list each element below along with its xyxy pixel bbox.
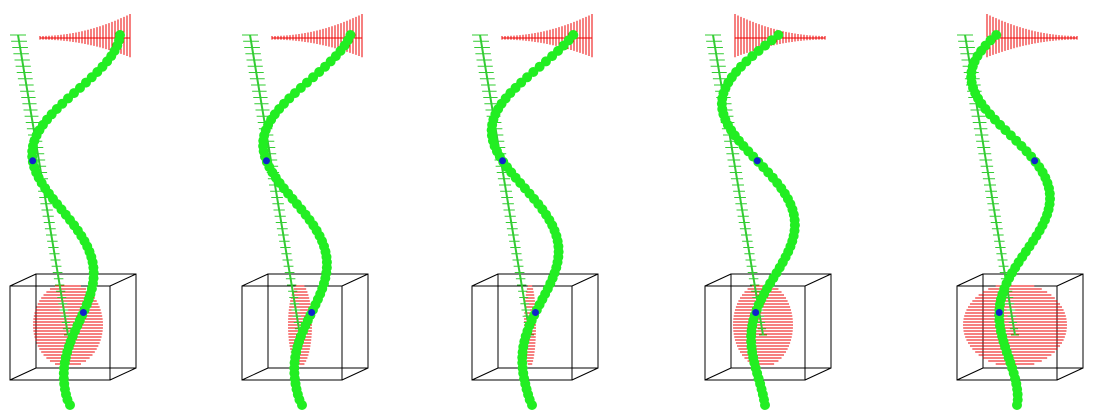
panel [957, 14, 1083, 410]
helix-bead [527, 400, 537, 410]
cube-edge [342, 368, 368, 380]
cube-edge [1057, 368, 1083, 380]
cube-edge [957, 274, 983, 286]
cube-edge [10, 274, 36, 286]
cube-edge [705, 368, 731, 380]
cube-back [731, 274, 831, 368]
cube-edge [472, 368, 498, 380]
cube-edge [1057, 274, 1083, 286]
panel [705, 14, 831, 410]
blue-marker [308, 309, 315, 316]
panel [10, 14, 136, 410]
blue-marker [752, 309, 759, 316]
blue-marker [532, 309, 539, 316]
cube-back [36, 274, 136, 368]
blue-marker [80, 309, 87, 316]
cube-edge [110, 274, 136, 286]
blue-marker [1031, 157, 1038, 164]
helix-bead [297, 400, 307, 410]
cube-edge [242, 274, 268, 286]
blue-marker [29, 157, 36, 164]
visualization [0, 0, 1099, 418]
blue-marker [499, 157, 506, 164]
helix-bead [760, 400, 770, 410]
cube-edge [342, 274, 368, 286]
blue-marker [996, 309, 1003, 316]
panel [242, 14, 368, 410]
blue-marker [754, 157, 761, 164]
cube-edge [957, 368, 983, 380]
cube-edge [242, 368, 268, 380]
cube-edge [472, 274, 498, 286]
cube-edge [10, 368, 36, 380]
blue-marker [263, 157, 270, 164]
cube-edge [572, 368, 598, 380]
helix-bead [65, 400, 75, 410]
helix-bead [1012, 400, 1022, 410]
cube-edge [805, 274, 831, 286]
panel [472, 14, 598, 410]
cube-edge [572, 274, 598, 286]
cube-edge [705, 274, 731, 286]
cube-edge [805, 368, 831, 380]
cube-edge [110, 368, 136, 380]
